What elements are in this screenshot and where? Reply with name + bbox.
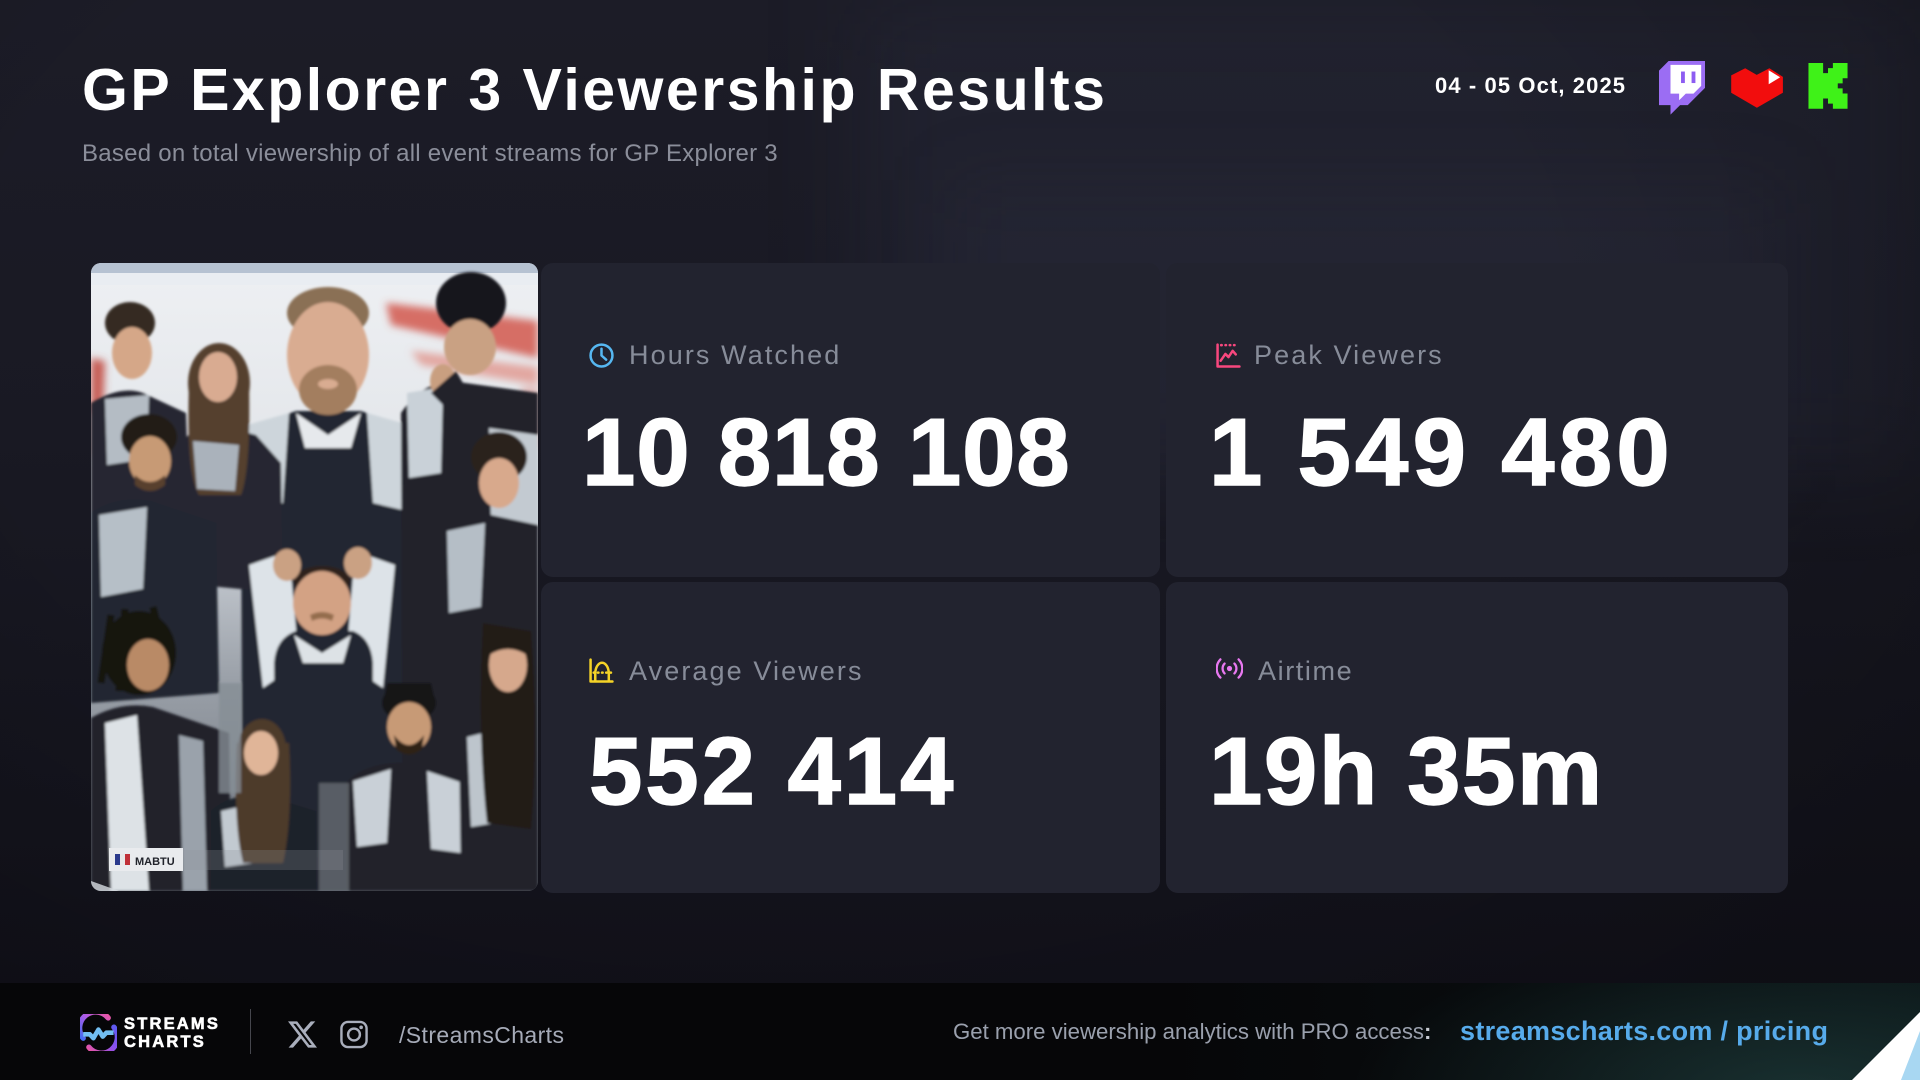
svg-text:MABTU: MABTU [135,856,175,868]
